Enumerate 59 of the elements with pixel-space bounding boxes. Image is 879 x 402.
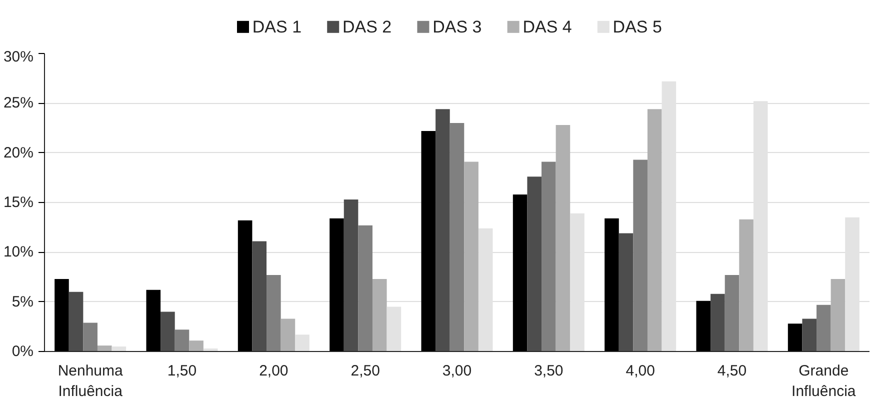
- x-tick-label: 2,50: [350, 362, 380, 380]
- x-tick-label: 4,00: [626, 362, 655, 380]
- bar: [724, 275, 740, 352]
- legend-label: DAS 4: [522, 17, 572, 36]
- bar: [542, 162, 556, 352]
- y-tick-label: 25%: [3, 94, 34, 112]
- legend-label: DAS 5: [612, 17, 662, 36]
- bar: [330, 218, 344, 352]
- bar: [816, 304, 831, 352]
- bar: [146, 290, 161, 352]
- bar: [512, 194, 528, 352]
- y-tick-label: 5%: [12, 293, 34, 310]
- bar: [280, 318, 296, 352]
- bar: [788, 324, 802, 352]
- bar: [436, 109, 450, 352]
- legend-label: DAS 2: [342, 17, 392, 36]
- bar: [450, 123, 464, 352]
- bar: [527, 176, 542, 352]
- x-tick-label: 1,50: [167, 362, 197, 380]
- bar: [710, 294, 725, 352]
- bar: [830, 278, 846, 352]
- bar: [556, 125, 570, 352]
- bar: [604, 218, 619, 352]
- x-tick-label: 4,50: [717, 362, 747, 380]
- y-tick-label: 15%: [3, 194, 34, 211]
- y-tick-label: 30%: [3, 48, 34, 66]
- bar: [372, 278, 387, 352]
- y-tick-label: 10%: [3, 244, 34, 261]
- bar: [97, 346, 112, 352]
- legend-label: DAS 3: [432, 17, 482, 36]
- bar: [54, 278, 69, 352]
- bar: [464, 162, 478, 352]
- bar: [295, 334, 310, 352]
- x-tick-label: Nenhuma Influência: [58, 362, 124, 400]
- bar: [344, 200, 358, 352]
- x-tick-label: 3,00: [442, 362, 472, 380]
- bar: [386, 306, 402, 352]
- bar: [68, 292, 84, 352]
- bar: [633, 160, 648, 352]
- bar: [696, 300, 711, 352]
- bar: [266, 275, 281, 352]
- bar: [739, 219, 754, 352]
- x-tick-label: 3,50: [534, 362, 564, 380]
- x-tick-label: 2,00: [259, 362, 288, 380]
- bar: [252, 241, 267, 352]
- bar: [647, 109, 662, 352]
- bar: [238, 220, 252, 352]
- bar: [174, 330, 190, 352]
- bar: [160, 312, 175, 352]
- legend-label: DAS 1: [252, 17, 302, 36]
- bar: [189, 340, 204, 352]
- bar: [618, 233, 634, 352]
- y-tick-label: 20%: [3, 144, 34, 162]
- x-tick-label: Grande Influência: [792, 362, 856, 400]
- bar: [358, 225, 372, 352]
- y-tick-label: 0%: [12, 343, 34, 360]
- bar: [802, 318, 817, 352]
- bar: [83, 322, 98, 352]
- bar: [421, 130, 436, 352]
